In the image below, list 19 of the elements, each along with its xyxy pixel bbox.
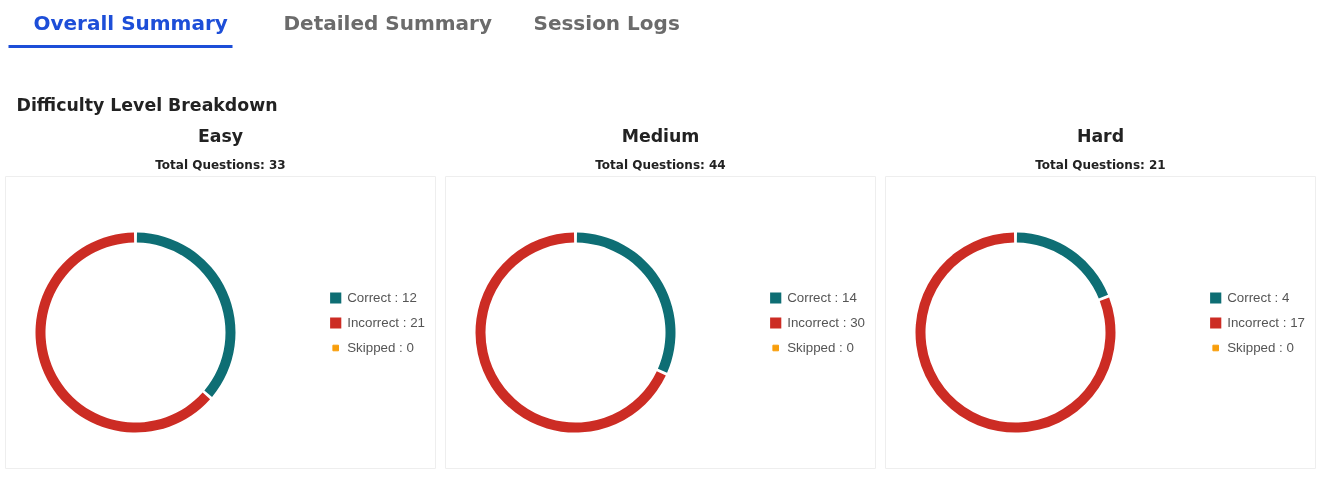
legend-label: Incorrect : 17	[1227, 314, 1305, 330]
chart-title: Hard	[1076, 125, 1125, 146]
text: Difficulty Level Breakdown	[16, 94, 278, 115]
chart-subtitle: Total Questions: 21	[1035, 157, 1166, 172]
legend-label: Skipped : 0	[1227, 339, 1294, 355]
text: Overall Summary	[33, 10, 228, 35]
chart-title: Medium	[621, 125, 700, 146]
legend-label: Incorrect : 21	[347, 314, 425, 330]
legend-label: Correct : 14	[787, 289, 857, 305]
chart-subtitle: Total Questions: 44	[595, 157, 726, 172]
chart-title: Easy	[197, 125, 244, 146]
legend-label: Correct : 4	[1227, 289, 1290, 305]
legend-label: Skipped : 0	[347, 339, 414, 355]
text: Detailed Summary	[283, 10, 492, 35]
legend-label: Incorrect : 30	[787, 314, 865, 330]
text: Session Logs	[533, 10, 680, 35]
legend-label: Skipped : 0	[787, 339, 854, 355]
legend-label: Correct : 12	[347, 289, 417, 305]
chart-subtitle: Total Questions: 33	[155, 157, 286, 172]
